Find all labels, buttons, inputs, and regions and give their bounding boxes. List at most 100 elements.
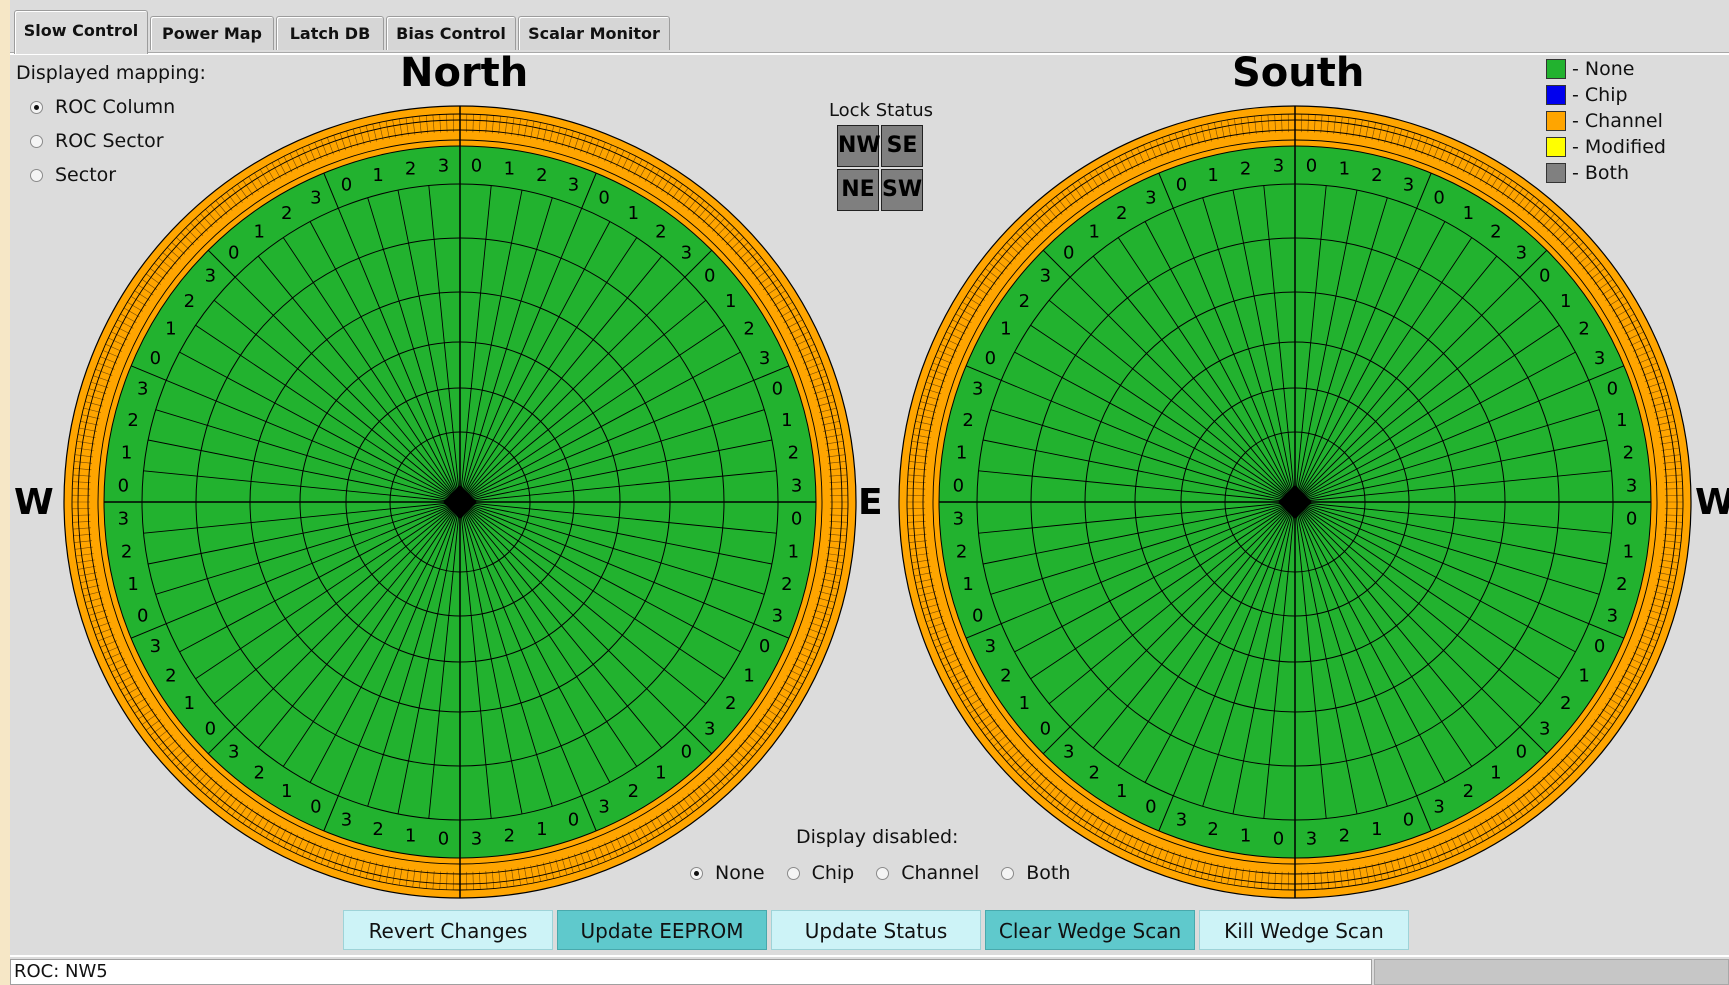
ring-digit-label: 3 — [1273, 155, 1284, 176]
ring-digit-label: 3 — [953, 509, 964, 530]
north-disk[interactable]: 0 1 2 3012301230123012301230123012301230123… — [63, 105, 857, 899]
display-option-chip[interactable]: Chip — [786, 856, 854, 890]
south-title: South — [1232, 50, 1365, 96]
ring-digit-label: 1 — [1000, 319, 1011, 340]
ring-digit-label: 1 — [127, 574, 138, 595]
mapping-option-roc-column[interactable]: ROC Column — [30, 90, 206, 124]
ring-digit-label: 2 — [1019, 291, 1030, 312]
display-option-label: Channel — [901, 862, 980, 884]
display-option-channel[interactable]: Channel — [876, 856, 979, 890]
ring-digit-label: 3 — [310, 187, 321, 208]
ring-digit-label: 3 — [1626, 476, 1637, 497]
ring-digit-label: 3 — [1516, 242, 1527, 263]
ring-tick-marks — [72, 114, 848, 890]
ring-digit-label: 1 — [1490, 763, 1501, 784]
action-buttons: Revert Changes Update EEPROM Update Stat… — [343, 910, 1409, 950]
status-bar: ROC: NW5 — [10, 955, 1729, 985]
legend-label: - Modified — [1572, 136, 1666, 158]
tab-slow-control[interactable]: Slow Control — [14, 10, 148, 54]
ring-digit-label: 0 — [1145, 797, 1156, 818]
ring-digit-label: 0 — [772, 379, 783, 400]
revert-changes-button[interactable]: Revert Changes — [343, 910, 553, 950]
legend-label: - Both — [1572, 162, 1630, 184]
ring-tick-marks — [907, 114, 1683, 890]
legend-item-chip: - Chip — [1546, 82, 1666, 108]
ring-digit-label: 1 — [1339, 159, 1350, 180]
update-eeprom-button[interactable]: Update EEPROM — [557, 910, 767, 950]
ring-digit-label: 2 — [1371, 165, 1382, 186]
ring-digit-label: 1 — [1578, 665, 1589, 686]
ring-digit-label: 0 — [568, 809, 579, 830]
tab-power-map[interactable]: Power Map — [150, 16, 274, 50]
clear-wedge-scan-button[interactable]: Clear Wedge Scan — [985, 910, 1195, 950]
ring-digit-label: 3 — [1594, 348, 1605, 369]
display-option-label: None — [715, 862, 765, 884]
ring-digit-label: 2 — [743, 319, 754, 340]
ring-digit-label: 1 — [372, 165, 383, 186]
ring-digit-label: 3 — [972, 379, 983, 400]
update-status-button[interactable]: Update Status — [771, 910, 981, 950]
ring-digit-label: 2 — [121, 541, 132, 562]
ring-digit-label: 0 — [1539, 266, 1550, 287]
legend-swatch — [1546, 137, 1566, 157]
ring-digit-label: 3 — [341, 809, 352, 830]
tab-scalar-monitor[interactable]: Scalar Monitor — [518, 16, 670, 50]
ring-digit-label: 0 — [681, 742, 692, 763]
legend-item-channel: - Channel — [1546, 108, 1666, 134]
radio-button[interactable] — [786, 866, 800, 880]
radio-button[interactable] — [1001, 866, 1015, 880]
radio-button[interactable] — [690, 866, 703, 880]
ring-digit-label: 3 — [681, 242, 692, 263]
ring-digit-label: 3 — [1306, 829, 1317, 850]
ring-digit-label: 2 — [1088, 763, 1099, 784]
ring-digit-label: 3 — [150, 636, 161, 657]
mapping-option-label: ROC Column — [55, 96, 176, 118]
detector-disks[interactable]: 0 1 2 3012301230123012301230123012301230123… — [10, 0, 1729, 983]
ring-digit-label: 3 — [1539, 718, 1550, 739]
ring-digit-label: 0 — [118, 476, 129, 497]
mapping-option-sector[interactable]: Sector — [30, 158, 206, 192]
ring-digit-label: 1 — [1616, 410, 1627, 431]
legend-label: - None — [1572, 58, 1635, 80]
display-option-none[interactable]: None — [690, 856, 765, 890]
ring-digit-label: 1 — [743, 665, 754, 686]
ring-digit-label: 2 — [1578, 319, 1589, 340]
radio-button[interactable] — [876, 866, 890, 880]
ring-digit-label: 3 — [1176, 809, 1187, 830]
ring-digit-label: 2 — [184, 291, 195, 312]
lock-cell-sw[interactable]: SW — [881, 169, 923, 211]
ring-digit-label: 3 — [1607, 606, 1618, 627]
ring-digit-label: 0 — [1433, 187, 1444, 208]
ring-digit-label: 3 — [1063, 742, 1074, 763]
ring-digit-label: 2 — [504, 825, 515, 846]
radio-button[interactable] — [30, 100, 43, 114]
ring-digit-label: 2 — [253, 763, 264, 784]
ring-digit-label: 0 — [228, 242, 239, 263]
status-text: ROC: NW5 — [10, 959, 1372, 985]
ring-digit-label: 0 — [972, 606, 983, 627]
radio-button[interactable] — [30, 168, 43, 182]
ring-digit-label: 3 — [471, 829, 482, 850]
south-disk[interactable]: 0 1 2 3012301230123012301230123012301230123… — [898, 105, 1692, 899]
ring-digit-label: 0 — [1306, 155, 1317, 176]
ring-digit-label: 3 — [772, 606, 783, 627]
display-disabled-label: Display disabled: — [796, 826, 959, 848]
ring-digit-label: 0 — [471, 155, 482, 176]
ring-digit-label: 2 — [628, 781, 639, 802]
mapping-label: Displayed mapping: — [16, 62, 206, 84]
kill-wedge-scan-button[interactable]: Kill Wedge Scan — [1199, 910, 1409, 950]
ring-digit-label: 0 — [953, 476, 964, 497]
ring-digit-label: 0 — [1594, 636, 1605, 657]
ring-digit-label: 3 — [205, 266, 216, 287]
ring-digit-label: 2 — [962, 410, 973, 431]
ring-digit-label: 1 — [781, 410, 792, 431]
tab-latch-db[interactable]: Latch DB — [276, 16, 384, 50]
lock-cell-nw[interactable]: NW — [837, 125, 881, 167]
lock-cell-se[interactable]: SE — [881, 125, 923, 167]
mapping-option-roc-sector[interactable]: ROC Sector — [30, 124, 206, 158]
north-title: North — [400, 50, 529, 96]
lock-cell-ne[interactable]: NE — [837, 169, 879, 211]
tab-bias-control[interactable]: Bias Control — [386, 16, 516, 50]
display-option-both[interactable]: Both — [1001, 856, 1070, 890]
radio-button[interactable] — [30, 134, 43, 148]
